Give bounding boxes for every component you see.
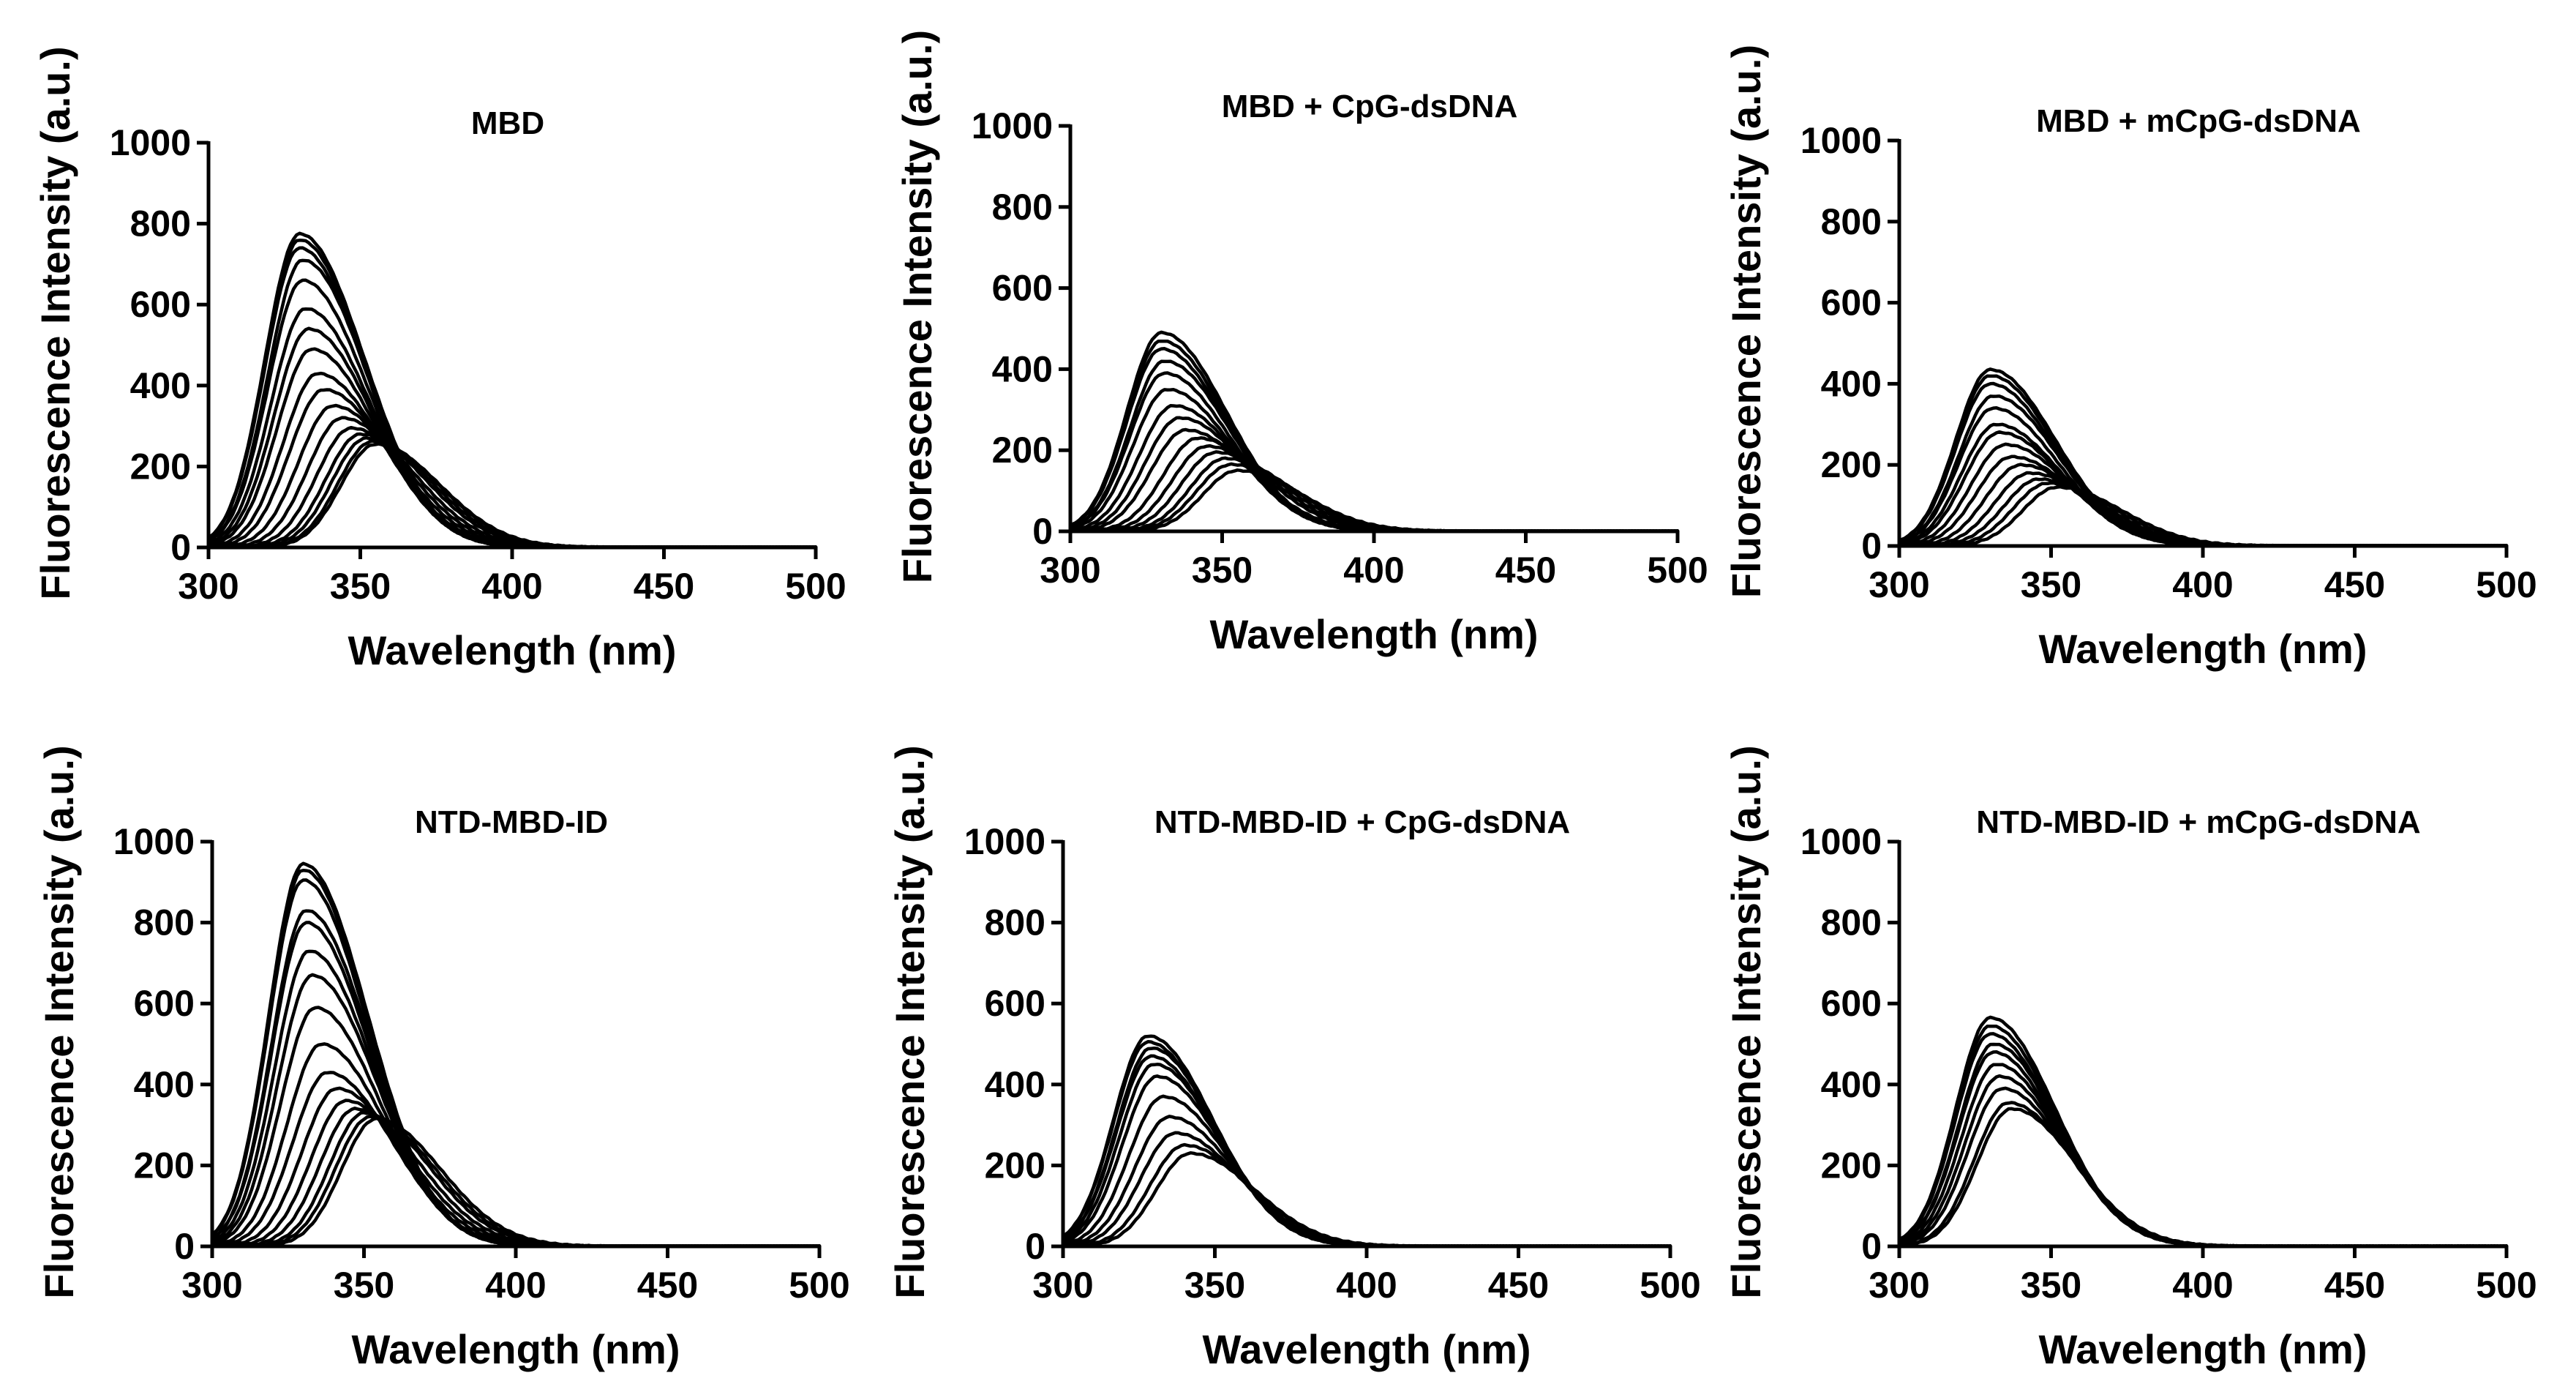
y-axis-label: Fluorescence Intensity (a.u.) xyxy=(32,46,78,599)
x-tick-label: 500 xyxy=(789,1265,849,1306)
y-tick-label: 600 xyxy=(1821,983,1882,1024)
y-tick-label: 200 xyxy=(130,446,191,487)
chart-title: NTD-MBD-ID + CpG-dsDNA xyxy=(1154,804,1570,840)
x-tick-label: 450 xyxy=(2324,1265,2385,1306)
chart-panel-6: 0 200 400 600 800 1000 300 350 400 450 500 NTD-MBD-… xyxy=(1723,745,2537,1372)
x-tick-label: 300 xyxy=(1040,550,1100,591)
x-tick-label: 300 xyxy=(178,566,239,607)
y-tick-label: 600 xyxy=(130,284,191,325)
chart-panel-3: 0 200 400 600 800 1000 300 350 400 450 500 MBD + mC… xyxy=(1723,45,2537,672)
x-tick-label: 450 xyxy=(637,1265,698,1306)
x-tick-label: 400 xyxy=(2172,564,2233,605)
x-axis-label: Wavelength (nm) xyxy=(2038,626,2367,672)
x-tick-label: 300 xyxy=(1869,1265,1929,1306)
x-tick-label: 400 xyxy=(1336,1265,1397,1306)
y-tick-label: 1000 xyxy=(1800,120,1882,161)
y-tick-label: 0 xyxy=(170,527,191,568)
y-tick-label: 0 xyxy=(174,1226,195,1267)
y-tick-label: 600 xyxy=(992,268,1053,309)
y-tick-label: 1000 xyxy=(972,105,1053,146)
y-tick-label: 400 xyxy=(130,365,191,406)
x-tick-label: 350 xyxy=(1184,1265,1245,1306)
y-tick-label: 400 xyxy=(992,348,1053,389)
y-tick-label: 0 xyxy=(1032,511,1053,552)
y-tick-label: 0 xyxy=(1861,525,1882,566)
x-tick-label: 350 xyxy=(330,566,391,607)
x-tick-label: 450 xyxy=(634,566,694,607)
chart-title: NTD-MBD-ID + mCpG-dsDNA xyxy=(1976,804,2420,840)
y-tick-label: 200 xyxy=(1821,444,1882,485)
x-tick-label: 450 xyxy=(1488,1265,1549,1306)
x-tick-label: 500 xyxy=(785,566,846,607)
x-tick-label: 450 xyxy=(1495,550,1556,591)
x-axis-label: Wavelength (nm) xyxy=(2038,1326,2367,1372)
x-axis-label: Wavelength (nm) xyxy=(351,1326,680,1372)
y-tick-label: 1000 xyxy=(110,122,191,163)
y-axis-label: Fluorescence Intensity (a.u.) xyxy=(894,30,940,583)
x-tick-label: 500 xyxy=(2476,1265,2536,1306)
y-tick-label: 400 xyxy=(1821,1064,1882,1105)
y-axis-label: Fluorescence Intensity (a.u.) xyxy=(36,745,82,1298)
y-tick-label: 0 xyxy=(1861,1226,1882,1267)
x-tick-label: 350 xyxy=(2021,564,2081,605)
y-tick-label: 400 xyxy=(985,1064,1045,1105)
y-tick-label: 800 xyxy=(134,902,195,943)
x-tick-label: 500 xyxy=(1647,550,1708,591)
chart-title: MBD + CpG-dsDNA xyxy=(1222,89,1518,124)
chart-panel-4: 0 200 400 600 800 1000 300 350 400 450 500 NTD-MBD-… xyxy=(36,745,850,1372)
y-axis-label: Fluorescence Intensity (a.u.) xyxy=(1723,745,1769,1298)
y-axis-label: Fluorescence Intensity (a.u.) xyxy=(1723,45,1769,598)
x-tick-label: 400 xyxy=(2172,1265,2233,1306)
x-tick-label: 350 xyxy=(1192,550,1253,591)
chart-panel-1: 0 200 400 600 800 1000 300 350 400 450 500 MBD Wavel… xyxy=(32,46,846,673)
y-tick-label: 200 xyxy=(134,1145,195,1186)
x-axis-label: Wavelength (nm) xyxy=(1202,1326,1531,1372)
x-axis-label: Wavelength (nm) xyxy=(348,627,676,673)
y-tick-label: 200 xyxy=(992,430,1053,471)
x-tick-label: 500 xyxy=(2476,564,2536,605)
x-tick-label: 300 xyxy=(1032,1265,1093,1306)
y-tick-label: 1000 xyxy=(113,821,195,862)
y-tick-label: 800 xyxy=(992,187,1053,228)
chart-title: NTD-MBD-ID xyxy=(415,804,608,840)
chart-panel-5: 0 200 400 600 800 1000 300 350 400 450 500 NTD-MBD-… xyxy=(887,745,1701,1372)
y-tick-label: 200 xyxy=(985,1145,1045,1186)
y-tick-label: 600 xyxy=(134,983,195,1024)
x-tick-label: 450 xyxy=(2324,564,2385,605)
x-tick-label: 350 xyxy=(334,1265,394,1306)
y-tick-label: 400 xyxy=(134,1064,195,1105)
y-tick-label: 600 xyxy=(1821,282,1882,323)
x-tick-label: 300 xyxy=(181,1265,242,1306)
x-tick-label: 400 xyxy=(485,1265,546,1306)
y-tick-label: 800 xyxy=(985,902,1045,943)
y-axis-label: Fluorescence Intensity (a.u.) xyxy=(887,745,933,1298)
y-tick-label: 600 xyxy=(985,983,1045,1024)
x-tick-label: 400 xyxy=(1343,550,1404,591)
x-tick-label: 350 xyxy=(2021,1265,2081,1306)
x-tick-label: 500 xyxy=(1640,1265,1700,1306)
chart-title: MBD + mCpG-dsDNA xyxy=(2036,103,2361,139)
chart-title: MBD xyxy=(471,105,544,141)
y-tick-label: 800 xyxy=(130,203,191,244)
y-tick-label: 400 xyxy=(1821,363,1882,404)
y-tick-label: 800 xyxy=(1821,902,1882,943)
x-axis-label: Wavelength (nm) xyxy=(1209,611,1538,657)
chart-panel-2: 0 200 400 600 800 1000 300 350 400 450 500 MBD + Cp… xyxy=(894,30,1708,657)
x-tick-label: 400 xyxy=(481,566,542,607)
y-tick-label: 1000 xyxy=(964,821,1045,862)
x-tick-label: 300 xyxy=(1869,564,1929,605)
y-tick-label: 1000 xyxy=(1800,821,1882,862)
y-tick-label: 0 xyxy=(1025,1226,1045,1267)
y-tick-label: 200 xyxy=(1821,1145,1882,1186)
y-tick-label: 800 xyxy=(1821,201,1882,242)
